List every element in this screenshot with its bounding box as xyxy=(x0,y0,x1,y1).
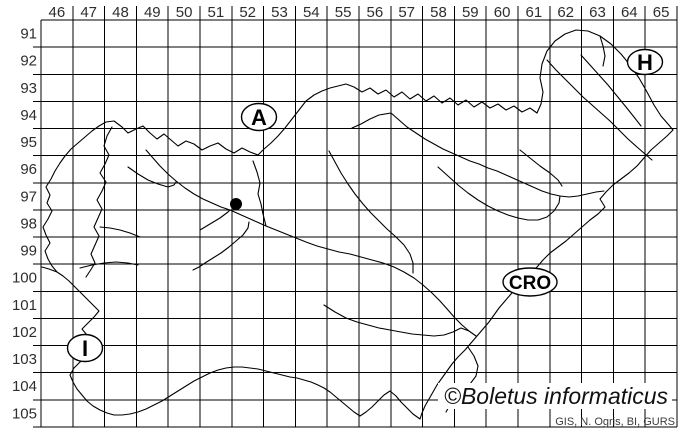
grid-row-labels: 91 92 93 94 95 96 97 98 99 100 101 102 1… xyxy=(12,26,37,423)
grid-column-label: 56 xyxy=(367,4,384,21)
hungary-label: H xyxy=(637,50,653,75)
grid-column-label: 50 xyxy=(176,4,193,21)
grid-row-label: 100 xyxy=(12,270,37,287)
river-soca xyxy=(85,126,113,278)
river-drava xyxy=(390,112,605,198)
river-kamniska-bistrica xyxy=(252,160,267,227)
grid-column-label: 63 xyxy=(589,4,606,21)
austria-ellipse xyxy=(240,102,278,132)
river-idrijca xyxy=(99,226,141,238)
grid-column-label: 61 xyxy=(526,4,543,21)
grid-row-label: 99 xyxy=(20,243,37,260)
grid-column-label: 65 xyxy=(653,4,670,21)
grid-row-label: 93 xyxy=(20,80,37,97)
grid-row-label: 95 xyxy=(20,134,37,151)
grid-column-label: 59 xyxy=(462,4,479,21)
grid-row-label: 103 xyxy=(12,351,37,368)
river-ljubljanica xyxy=(192,221,250,271)
hungary-ellipse xyxy=(626,48,664,76)
grid-row-label: 105 xyxy=(12,405,37,422)
river-sora xyxy=(199,209,231,231)
credits-text: GIS, N. Ogris, BI, GURS xyxy=(555,416,675,428)
italy-ellipse xyxy=(66,333,104,363)
grid-column-label: 52 xyxy=(239,4,256,21)
grid-column-label: 48 xyxy=(112,4,129,21)
grid-row-label: 101 xyxy=(12,297,37,314)
grid-row-label: 98 xyxy=(20,215,37,232)
grid-column-label: 64 xyxy=(621,4,638,21)
grid-column-label: 58 xyxy=(430,4,447,21)
country-label-croatia: CRO xyxy=(502,267,558,297)
austria-label: A xyxy=(251,105,267,130)
grid-row-label: 96 xyxy=(20,161,37,178)
country-label-hungary: H xyxy=(626,48,664,76)
grid-row-label: 97 xyxy=(20,188,37,205)
river-pesnica xyxy=(519,149,563,187)
river-krka xyxy=(323,304,470,337)
river-ledava xyxy=(580,54,642,127)
grid-column-label: 55 xyxy=(335,4,352,21)
grid-column-label: 51 xyxy=(208,4,225,21)
coast-gulf-stub xyxy=(41,266,58,273)
country-label-austria: A xyxy=(240,102,278,132)
grid-row-label: 94 xyxy=(20,107,37,124)
grid-column-label: 53 xyxy=(271,4,288,21)
river-goricko-brook xyxy=(599,35,606,67)
country-label-italy: I xyxy=(66,333,104,363)
grid-column-label: 54 xyxy=(303,4,320,21)
country-border-outline xyxy=(42,29,674,420)
grid-column-label: 49 xyxy=(144,4,161,21)
grid-row-label: 102 xyxy=(12,324,37,341)
river-bohinjka xyxy=(127,166,177,188)
grid-row-label: 92 xyxy=(20,53,37,70)
river-sava xyxy=(145,149,477,337)
grid-column-labels: 46 47 48 49 50 51 52 53 54 55 56 57 58 5… xyxy=(49,4,670,21)
copyright-text: ©Boletus informaticus xyxy=(444,383,669,409)
grid-row-label: 91 xyxy=(20,26,37,43)
river-meza xyxy=(351,112,392,129)
grid-column-label: 57 xyxy=(398,4,415,21)
record-dot xyxy=(230,198,242,210)
grid-column-label: 62 xyxy=(557,4,574,21)
river-dravinja xyxy=(437,166,561,221)
croatia-ellipse xyxy=(502,267,558,297)
river-savinja xyxy=(328,150,414,274)
grid-column-label: 46 xyxy=(49,4,66,21)
copyright-background xyxy=(438,383,672,409)
river-mura xyxy=(546,59,653,161)
grid-lines xyxy=(33,6,678,428)
grid-row-label: 104 xyxy=(12,378,37,395)
italy-label: I xyxy=(82,336,88,361)
croatia-label: CRO xyxy=(509,273,551,294)
grid-column-label: 47 xyxy=(80,4,97,21)
grid-column-label: 60 xyxy=(494,4,511,21)
river-vipava xyxy=(79,261,139,269)
